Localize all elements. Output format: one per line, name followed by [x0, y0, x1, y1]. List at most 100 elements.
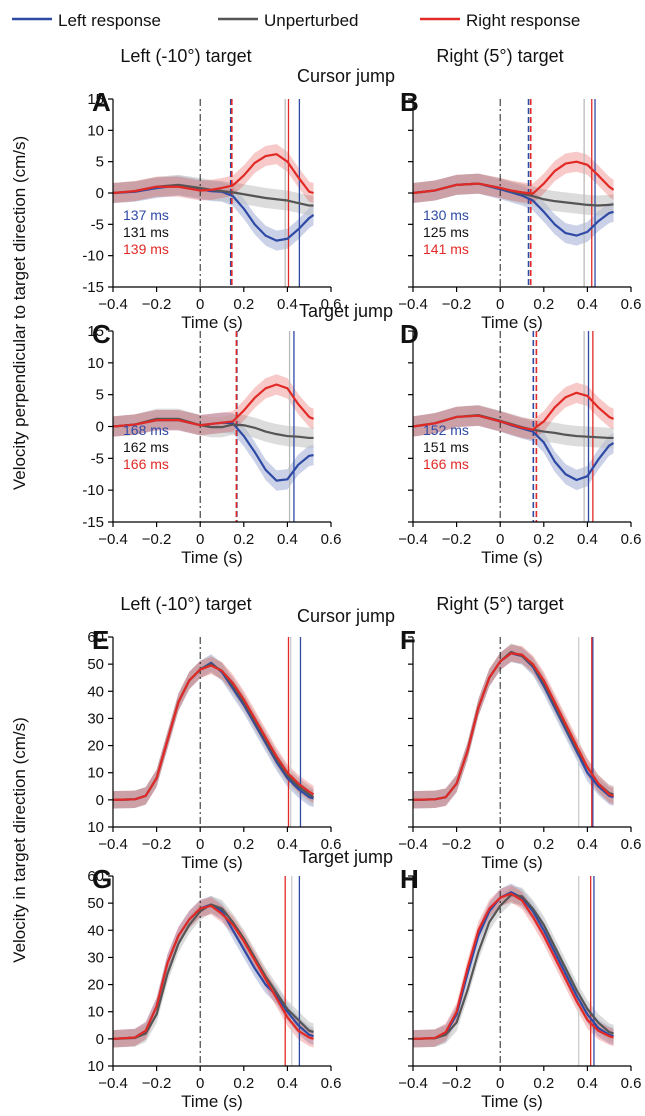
x-tick-label-f: 0.2 — [533, 836, 554, 853]
panel-letter-d: D — [400, 319, 419, 349]
x-tick-label-e: 0 — [196, 836, 204, 853]
y-tick-label-g: 10 — [87, 1058, 104, 1075]
y-tick-label-c: -15 — [82, 514, 104, 531]
series-line-f-1 — [412, 650, 614, 801]
x-tick-label-b: −0.2 — [442, 296, 472, 313]
y-tick-label-a: -10 — [82, 248, 104, 265]
series-line-e-2 — [112, 664, 315, 801]
x-tick-label-a: −0.4 — [98, 296, 128, 313]
x-tick-label-g: 0.6 — [321, 1075, 342, 1092]
row-title-cursor-jump-1: Cursor jump — [297, 66, 395, 86]
band-d-2 — [413, 382, 614, 440]
y-tick-label-e: 0 — [96, 792, 104, 809]
x-tick-label-d: 0 — [496, 531, 504, 548]
x-tick-label-e: 0.4 — [277, 836, 298, 853]
latency-label-c-2: 166 ms — [123, 456, 169, 472]
x-tick-label-b: 0.6 — [621, 296, 642, 313]
series-line-g-1 — [112, 903, 314, 1040]
x-tick-label-b: 0.2 — [533, 296, 554, 313]
x-tick-label-d: 0.6 — [621, 531, 642, 548]
panel-letter-b: B — [400, 87, 419, 117]
panel-letter-h: H — [400, 864, 419, 894]
y-tick-label-c: 0 — [96, 419, 104, 436]
x-tick-label-b: 0 — [496, 296, 504, 313]
y-tick-label-g: 50 — [87, 895, 104, 912]
x-tick-label-a: 0.4 — [277, 296, 298, 313]
latency-label-c-0: 168 ms — [123, 422, 169, 438]
y-tick-label-c: 5 — [96, 387, 104, 404]
legend-right-label: Right response — [466, 11, 580, 30]
y-tick-label-g: 20 — [87, 977, 104, 994]
x-tick-label-a: 0 — [196, 296, 204, 313]
latency-label-b-1: 125 ms — [423, 224, 469, 240]
series-line-f-2 — [412, 652, 614, 801]
latency-label-c-1: 162 ms — [123, 439, 169, 455]
x-tick-label-f: 0 — [496, 836, 504, 853]
band-f-2 — [413, 644, 614, 809]
y-tick-label-e: 10 — [87, 765, 104, 782]
series-line-b-2 — [412, 160, 615, 195]
x-tick-label-e: 0.6 — [321, 836, 342, 853]
panel-a: −0.4 −0.2 0 0.2 0.4 0.6 15 10 5 0 -5 -10 -15 Time (s)… — [82, 87, 341, 332]
y-tick-label-e: 30 — [87, 710, 104, 727]
legend-unperturbed-label: Unperturbed — [264, 11, 359, 30]
x-tick-label-h: 0.2 — [533, 1075, 554, 1092]
band-e-1 — [113, 655, 314, 809]
band-h-0 — [413, 883, 614, 1048]
x-tick-label-c: 0.6 — [321, 531, 342, 548]
band-h-2 — [413, 884, 614, 1048]
latency-label-d-1: 151 ms — [423, 439, 469, 455]
x-tick-label-c: 0 — [196, 531, 204, 548]
legend: Left response Unperturbed Right response — [12, 11, 580, 30]
x-tick-label-a: −0.2 — [142, 296, 172, 313]
y-tick-label-a: -5 — [91, 216, 104, 233]
x-tick-label-h: −0.2 — [442, 1075, 472, 1092]
x-tick-label-g: 0.2 — [233, 1075, 254, 1092]
header-top-left: Left (-10°) target — [120, 46, 251, 66]
row-title-target-jump-1: Target jump — [299, 301, 393, 321]
x-tick-label-c: −0.2 — [142, 531, 172, 548]
x-tick-label-f: 0.6 — [621, 836, 642, 853]
header-bottom-left: Left (-10°) target — [120, 594, 251, 614]
panel-letter-f: F — [400, 625, 416, 655]
y-tick-label-c: 10 — [87, 355, 104, 372]
latency-label-d-2: 166 ms — [423, 456, 469, 472]
band-h-1 — [413, 886, 614, 1048]
x-tick-label-d: −0.4 — [398, 531, 428, 548]
panel-e: −0.4 −0.2 0 0.2 0.4 0.6 60 50 40 30 20 10 0 10 Time (s… — [87, 625, 341, 872]
x-tick-label-h: 0.6 — [621, 1075, 642, 1092]
band-e-2 — [113, 656, 314, 809]
header-bottom-right: Right (5°) target — [436, 594, 563, 614]
x-axis-label-g: Time (s) — [181, 1092, 243, 1111]
x-tick-label-c: 0.2 — [233, 531, 254, 548]
x-axis-label-f: Time (s) — [481, 853, 543, 872]
series-line-h-1 — [412, 893, 614, 1040]
x-tick-label-c: −0.4 — [98, 531, 128, 548]
x-tick-label-e: 0.2 — [233, 836, 254, 853]
latency-label-a-0: 137 ms — [123, 207, 169, 223]
y-tick-label-a: 10 — [87, 122, 104, 139]
x-tick-label-h: −0.4 — [398, 1075, 428, 1092]
y-tick-label-g: 0 — [96, 1031, 104, 1048]
row-title-target-jump-2: Target jump — [299, 847, 393, 867]
x-tick-label-f: −0.2 — [442, 836, 472, 853]
panel-letter-e: E — [92, 625, 109, 655]
x-tick-label-g: 0 — [196, 1075, 204, 1092]
x-tick-label-b: −0.4 — [398, 296, 428, 313]
y-tick-label-a: 15 — [87, 91, 104, 108]
panel-letter-c: C — [92, 319, 111, 349]
series-line-c-1 — [112, 417, 314, 440]
latency-label-b-0: 130 ms — [423, 207, 469, 223]
band-d-0 — [413, 405, 614, 491]
x-tick-label-e: −0.4 — [98, 836, 128, 853]
band-e-0 — [113, 654, 314, 809]
legend-left-label: Left response — [58, 11, 161, 30]
ylabel-target-direction: Velocity in target direction (cm/s) — [10, 717, 29, 963]
band-g-1 — [113, 895, 314, 1048]
series-line-a-2 — [112, 153, 314, 195]
row-title-cursor-jump-2: Cursor jump — [297, 606, 395, 626]
